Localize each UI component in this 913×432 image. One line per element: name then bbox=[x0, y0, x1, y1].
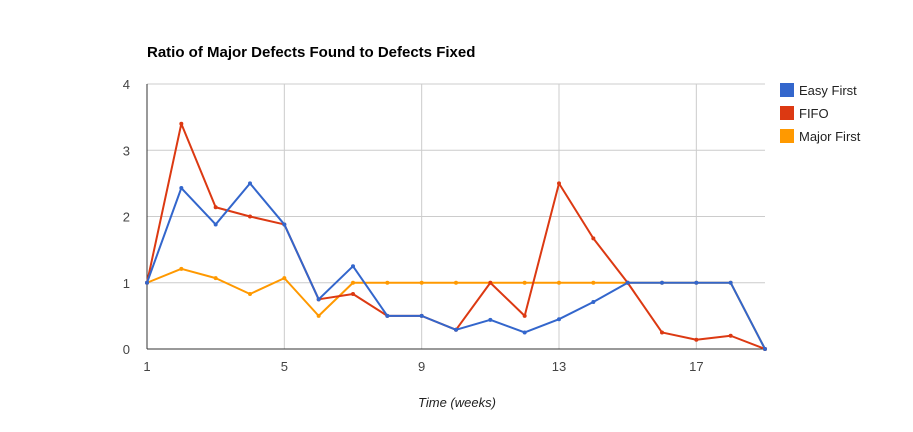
data-point bbox=[625, 280, 630, 285]
data-point bbox=[213, 205, 218, 210]
data-point bbox=[591, 236, 596, 241]
data-point bbox=[179, 121, 184, 126]
data-point bbox=[385, 313, 390, 318]
x-tick-label: 5 bbox=[281, 359, 288, 374]
legend-item: FIFO bbox=[780, 106, 829, 121]
y-tick-label: 1 bbox=[123, 276, 130, 291]
data-point bbox=[179, 266, 184, 271]
data-point bbox=[213, 222, 218, 227]
data-point bbox=[248, 214, 252, 219]
x-tick-label: 9 bbox=[418, 359, 425, 374]
data-point bbox=[660, 330, 664, 335]
legend-item: Easy First bbox=[780, 83, 857, 98]
data-point bbox=[763, 347, 767, 351]
data-point bbox=[694, 280, 699, 285]
data-point bbox=[660, 280, 664, 285]
x-axis-label: Time (weeks) bbox=[418, 395, 496, 410]
data-point bbox=[557, 181, 561, 186]
legend-swatch bbox=[780, 106, 794, 120]
chart-title: Ratio of Major Defects Found to Defects … bbox=[147, 44, 475, 61]
data-point bbox=[316, 313, 321, 318]
data-point bbox=[522, 313, 527, 318]
series-easy-first bbox=[145, 181, 767, 351]
data-point bbox=[557, 317, 561, 322]
series bbox=[145, 121, 767, 351]
legend-label: Major First bbox=[799, 129, 861, 144]
data-point bbox=[728, 280, 733, 285]
legend: Easy First FIFO Major First bbox=[780, 83, 861, 144]
x-tick-label: 1 bbox=[143, 359, 150, 374]
legend-label: FIFO bbox=[799, 106, 829, 121]
data-point bbox=[385, 280, 390, 285]
data-point bbox=[591, 280, 596, 285]
series-major-first bbox=[145, 266, 767, 351]
data-point bbox=[351, 264, 355, 269]
data-point bbox=[488, 280, 493, 285]
data-point bbox=[522, 330, 527, 335]
y-tick-label: 0 bbox=[123, 342, 130, 357]
legend-swatch bbox=[780, 83, 794, 97]
series-fifo bbox=[145, 121, 767, 351]
data-point bbox=[213, 276, 218, 281]
x-tick-label: 13 bbox=[552, 359, 566, 374]
data-point bbox=[694, 337, 699, 342]
data-point bbox=[145, 280, 149, 285]
data-point bbox=[454, 327, 458, 332]
data-point bbox=[419, 280, 424, 285]
series-line bbox=[146, 182, 766, 350]
data-point bbox=[282, 222, 287, 227]
y-tick-label: 2 bbox=[123, 210, 130, 225]
data-point bbox=[248, 292, 252, 297]
data-point bbox=[591, 299, 596, 304]
data-point bbox=[282, 276, 287, 281]
data-point bbox=[488, 317, 493, 322]
x-tick-label: 17 bbox=[689, 359, 703, 374]
data-point bbox=[454, 280, 458, 285]
data-point bbox=[522, 280, 527, 285]
grid bbox=[147, 83, 765, 349]
legend-swatch bbox=[780, 129, 794, 143]
data-point bbox=[179, 186, 184, 191]
data-point bbox=[351, 280, 355, 285]
data-point bbox=[351, 292, 355, 297]
y-tick-label: 4 bbox=[123, 77, 130, 92]
data-point bbox=[728, 333, 733, 338]
series-line bbox=[146, 122, 766, 350]
legend-item: Major First bbox=[780, 129, 861, 144]
data-point bbox=[316, 297, 321, 302]
data-point bbox=[557, 280, 561, 285]
data-point bbox=[419, 313, 424, 318]
y-tick-label: 3 bbox=[123, 143, 130, 158]
data-point bbox=[248, 181, 252, 186]
legend-label: Easy First bbox=[799, 83, 857, 98]
